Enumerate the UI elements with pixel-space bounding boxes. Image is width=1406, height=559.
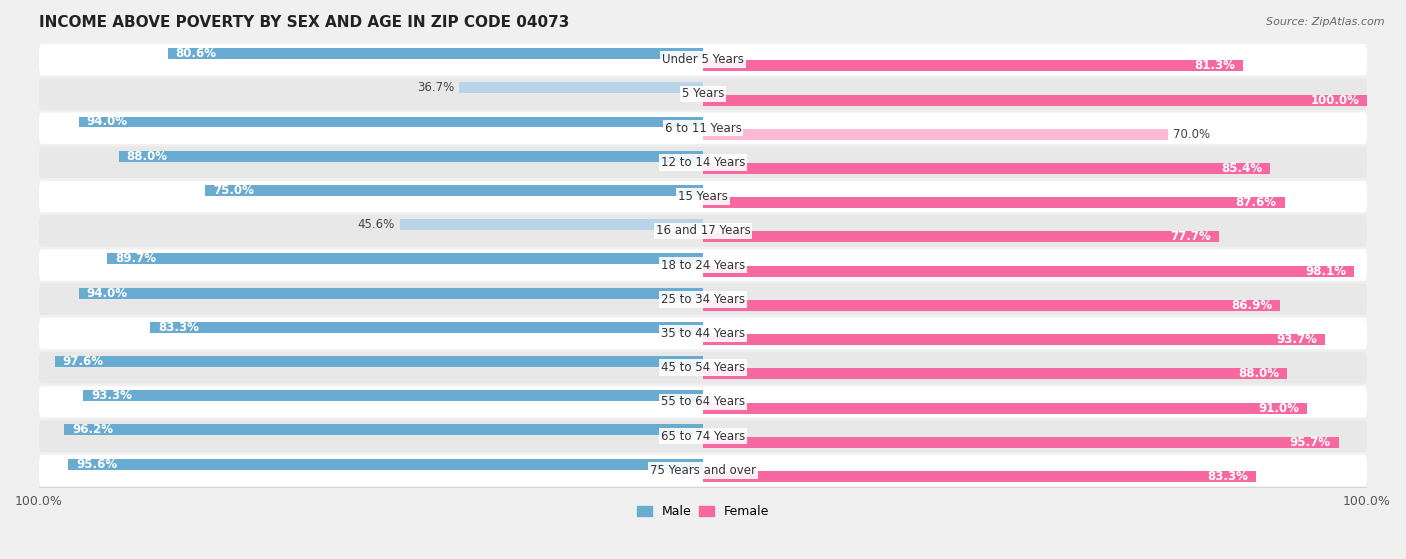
Legend: Male, Female: Male, Female — [631, 500, 775, 523]
Bar — [703, 402, 1308, 414]
Bar — [67, 459, 703, 470]
Text: 5 Years: 5 Years — [682, 87, 724, 101]
Text: 95.6%: 95.6% — [76, 458, 117, 471]
Bar — [460, 82, 703, 93]
FancyBboxPatch shape — [39, 318, 1367, 349]
Bar — [703, 163, 1270, 174]
Text: 88.0%: 88.0% — [127, 150, 167, 163]
Text: 93.7%: 93.7% — [1277, 333, 1317, 346]
Text: 75.0%: 75.0% — [212, 184, 254, 197]
Text: 77.7%: 77.7% — [1170, 230, 1211, 244]
Bar — [703, 129, 1168, 140]
Text: 25 to 34 Years: 25 to 34 Years — [661, 293, 745, 306]
FancyBboxPatch shape — [39, 283, 1367, 315]
Text: 65 to 74 Years: 65 to 74 Years — [661, 430, 745, 443]
Bar — [401, 219, 703, 230]
Bar — [703, 60, 1243, 72]
Text: 80.6%: 80.6% — [176, 47, 217, 60]
FancyBboxPatch shape — [39, 420, 1367, 452]
Text: 86.9%: 86.9% — [1232, 299, 1272, 312]
Text: 96.2%: 96.2% — [72, 424, 112, 437]
Text: 91.0%: 91.0% — [1258, 401, 1299, 415]
Text: 6 to 11 Years: 6 to 11 Years — [665, 122, 741, 135]
Bar — [65, 424, 703, 435]
Text: 12 to 14 Years: 12 to 14 Years — [661, 156, 745, 169]
Bar — [703, 94, 1367, 106]
Text: 94.0%: 94.0% — [87, 116, 128, 129]
FancyBboxPatch shape — [39, 454, 1367, 486]
Text: 70.0%: 70.0% — [1173, 128, 1211, 141]
FancyBboxPatch shape — [39, 44, 1367, 75]
FancyBboxPatch shape — [39, 112, 1367, 144]
Text: 85.4%: 85.4% — [1220, 162, 1263, 175]
Text: 97.6%: 97.6% — [63, 355, 104, 368]
Text: 45.6%: 45.6% — [357, 218, 395, 231]
Text: Under 5 Years: Under 5 Years — [662, 53, 744, 66]
FancyBboxPatch shape — [39, 215, 1367, 247]
Bar — [703, 231, 1219, 243]
Text: 83.3%: 83.3% — [157, 321, 198, 334]
Text: 75 Years and over: 75 Years and over — [650, 464, 756, 477]
Text: Source: ZipAtlas.com: Source: ZipAtlas.com — [1267, 17, 1385, 27]
Bar — [55, 356, 703, 367]
Text: 83.3%: 83.3% — [1208, 470, 1249, 483]
FancyBboxPatch shape — [39, 181, 1367, 212]
Text: 35 to 44 Years: 35 to 44 Years — [661, 327, 745, 340]
FancyBboxPatch shape — [39, 146, 1367, 178]
Bar — [150, 322, 703, 333]
Text: 88.0%: 88.0% — [1239, 367, 1279, 380]
Text: 98.1%: 98.1% — [1306, 264, 1347, 278]
Bar — [703, 368, 1288, 380]
Text: 94.0%: 94.0% — [87, 287, 128, 300]
Text: 89.7%: 89.7% — [115, 252, 156, 266]
Bar — [79, 116, 703, 127]
FancyBboxPatch shape — [39, 249, 1367, 281]
Text: 15 Years: 15 Years — [678, 190, 728, 203]
Text: 87.6%: 87.6% — [1236, 196, 1277, 209]
Text: 45 to 54 Years: 45 to 54 Years — [661, 361, 745, 374]
Text: 100.0%: 100.0% — [1310, 93, 1360, 107]
Bar — [703, 471, 1256, 482]
Text: 93.3%: 93.3% — [91, 389, 132, 402]
Text: 81.3%: 81.3% — [1194, 59, 1234, 72]
Bar — [703, 437, 1339, 448]
Text: 95.7%: 95.7% — [1289, 436, 1330, 449]
Bar — [703, 197, 1285, 208]
Text: 16 and 17 Years: 16 and 17 Years — [655, 224, 751, 238]
Bar — [703, 300, 1279, 311]
Bar — [107, 253, 703, 264]
Text: 36.7%: 36.7% — [416, 81, 454, 94]
Text: 18 to 24 Years: 18 to 24 Years — [661, 258, 745, 272]
Text: INCOME ABOVE POVERTY BY SEX AND AGE IN ZIP CODE 04073: INCOME ABOVE POVERTY BY SEX AND AGE IN Z… — [39, 15, 569, 30]
Bar — [83, 390, 703, 401]
Bar — [703, 266, 1354, 277]
Bar — [118, 151, 703, 162]
Bar — [167, 48, 703, 59]
Bar — [205, 185, 703, 196]
Text: 55 to 64 Years: 55 to 64 Years — [661, 395, 745, 409]
FancyBboxPatch shape — [39, 352, 1367, 383]
FancyBboxPatch shape — [39, 386, 1367, 418]
Bar — [79, 287, 703, 299]
FancyBboxPatch shape — [39, 78, 1367, 110]
Bar — [703, 334, 1326, 345]
